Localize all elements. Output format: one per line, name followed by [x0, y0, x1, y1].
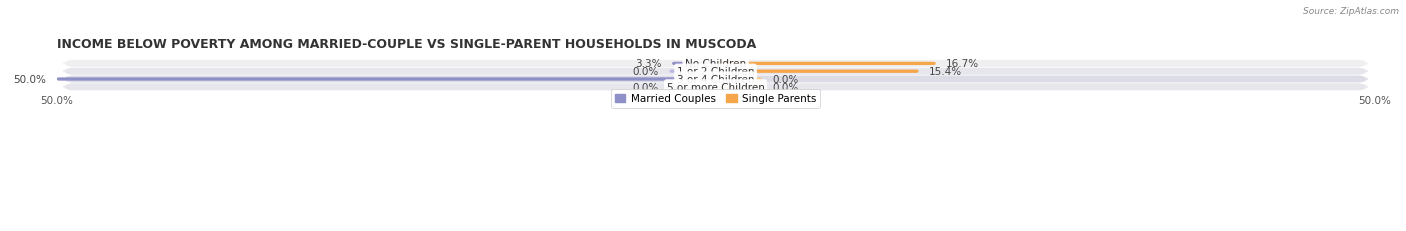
- Text: 3.3%: 3.3%: [636, 59, 662, 69]
- Text: 0.0%: 0.0%: [633, 67, 659, 77]
- Text: 1 or 2 Children: 1 or 2 Children: [676, 67, 755, 77]
- FancyBboxPatch shape: [63, 61, 1368, 68]
- FancyBboxPatch shape: [669, 70, 716, 73]
- Text: INCOME BELOW POVERTY AMONG MARRIED-COUPLE VS SINGLE-PARENT HOUSEHOLDS IN MUSCODA: INCOME BELOW POVERTY AMONG MARRIED-COUPL…: [56, 38, 756, 51]
- Legend: Married Couples, Single Parents: Married Couples, Single Parents: [610, 90, 820, 108]
- Text: 5 or more Children: 5 or more Children: [666, 82, 765, 92]
- FancyBboxPatch shape: [63, 76, 1368, 83]
- FancyBboxPatch shape: [716, 62, 935, 66]
- FancyBboxPatch shape: [716, 78, 762, 81]
- Text: No Children: No Children: [685, 59, 747, 69]
- FancyBboxPatch shape: [669, 86, 716, 89]
- FancyBboxPatch shape: [63, 68, 1368, 75]
- Text: 3 or 4 Children: 3 or 4 Children: [676, 75, 755, 85]
- Text: 50.0%: 50.0%: [13, 75, 46, 85]
- FancyBboxPatch shape: [63, 84, 1368, 91]
- FancyBboxPatch shape: [716, 70, 918, 73]
- FancyBboxPatch shape: [716, 86, 762, 89]
- FancyBboxPatch shape: [672, 62, 716, 66]
- FancyBboxPatch shape: [56, 78, 716, 81]
- Text: 15.4%: 15.4%: [929, 67, 962, 77]
- Text: 0.0%: 0.0%: [633, 82, 659, 92]
- Text: Source: ZipAtlas.com: Source: ZipAtlas.com: [1303, 7, 1399, 16]
- Text: 16.7%: 16.7%: [946, 59, 980, 69]
- Text: 0.0%: 0.0%: [772, 82, 799, 92]
- Text: 0.0%: 0.0%: [772, 75, 799, 85]
